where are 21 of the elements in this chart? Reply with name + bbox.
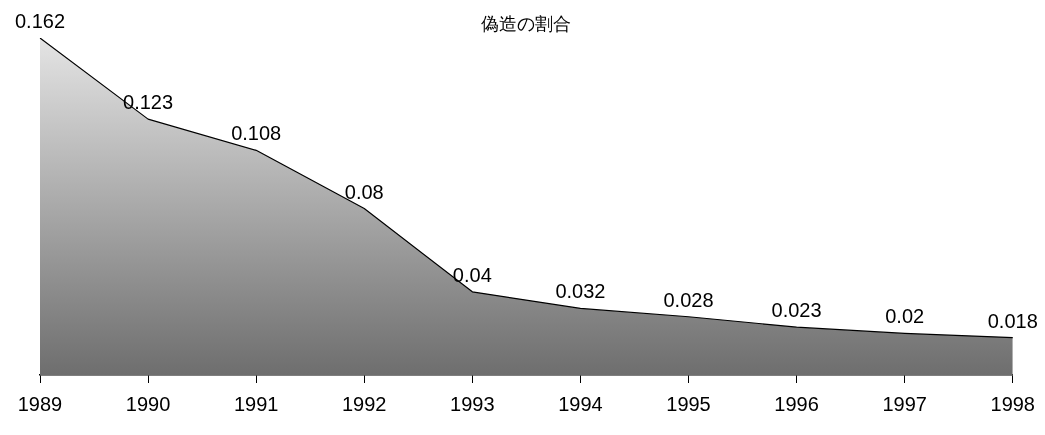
data-label: 0.108 [231, 122, 282, 145]
x-tick-label: 1992 [342, 392, 387, 415]
data-label: 0.04 [452, 263, 492, 286]
x-tick-label: 1995 [666, 392, 711, 415]
x-tick-label: 1993 [450, 392, 495, 415]
data-label: 0.023 [771, 299, 822, 322]
data-label: 0.018 [987, 309, 1038, 332]
data-label: 0.162 [14, 10, 66, 32]
data-label: 0.123 [123, 91, 174, 114]
x-tick-label: 1991 [233, 392, 279, 415]
data-label: 0.02 [885, 305, 925, 328]
x-tick-label: 1997 [882, 392, 927, 415]
x-tick-label: 1989 [17, 392, 63, 415]
data-label: 0.08 [344, 180, 384, 203]
x-tick-label: 1998 [990, 392, 1035, 415]
x-tick-label: 1990 [125, 392, 171, 415]
x-tick-label: 1996 [774, 392, 819, 415]
chart-title: 偽造の割合 [481, 14, 572, 34]
data-label: 0.032 [555, 280, 606, 303]
x-tick-label: 1994 [558, 392, 603, 415]
data-label: 0.028 [663, 288, 714, 311]
